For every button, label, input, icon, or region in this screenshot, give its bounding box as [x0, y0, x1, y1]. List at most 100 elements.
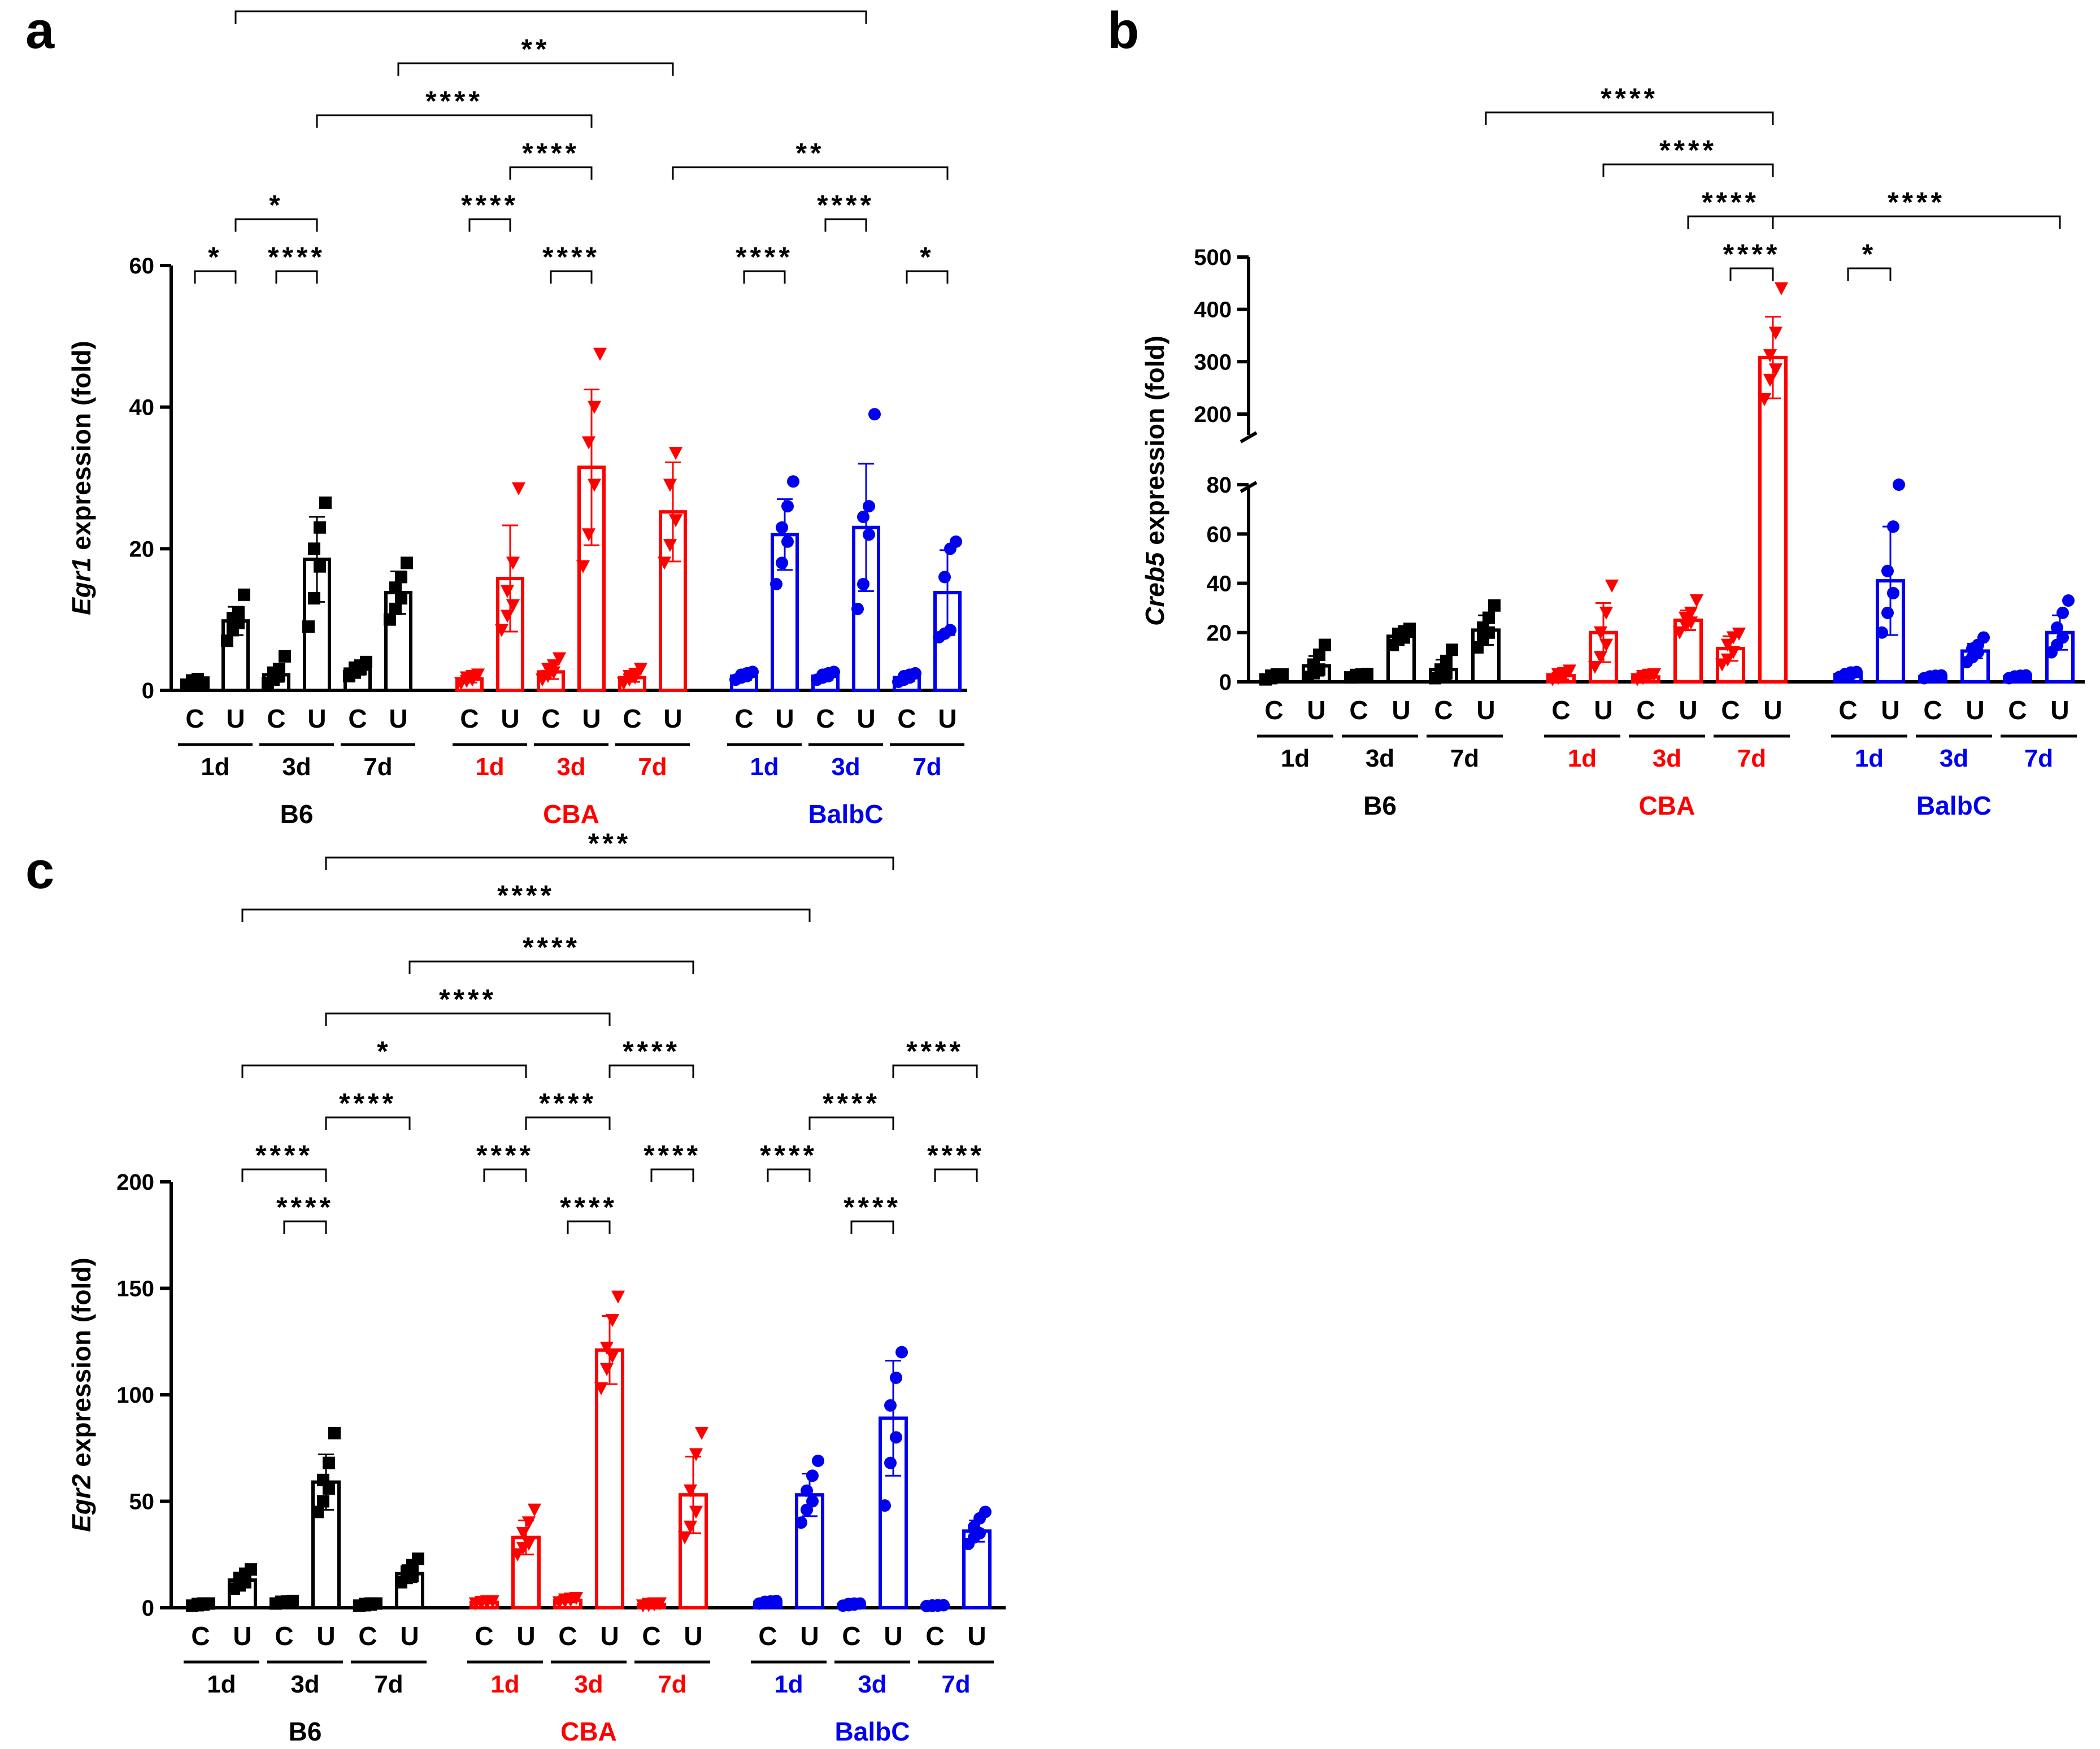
data-point [1403, 623, 1416, 636]
data-point [781, 535, 794, 548]
bracket-line [892, 1064, 978, 1078]
bar-group [576, 347, 607, 692]
data-point [795, 1516, 807, 1529]
strain-label: CBA [1639, 791, 1695, 820]
condition-label: U [226, 704, 245, 733]
bracket-line [483, 1168, 527, 1182]
data-point [801, 1484, 813, 1497]
data-point [1763, 349, 1777, 363]
significance-label: **** [339, 1087, 397, 1119]
bracket-line [283, 1220, 327, 1234]
bar-group [616, 663, 648, 692]
bracket-line [1847, 267, 1892, 281]
data-point [1935, 669, 1947, 682]
data-point [599, 1342, 614, 1355]
significance-bracket: **** [241, 880, 811, 922]
condition-label: U [1679, 695, 1697, 725]
timepoint-label: 7d [1450, 745, 1479, 772]
timepoint-label: 7d [374, 1670, 403, 1698]
strain-label: BalbC [808, 799, 884, 829]
data-point [1768, 363, 1783, 377]
data-point [221, 634, 233, 647]
y-axis-label: Egr2 expression (fold) [67, 1258, 96, 1532]
y-axis-label-gene: Egr1 [67, 558, 96, 615]
condition-label: U [2050, 695, 2069, 725]
data-point [319, 496, 332, 509]
data-point [594, 1382, 608, 1395]
data-point [593, 347, 607, 361]
data-point [308, 542, 320, 555]
condition-label: C [623, 704, 641, 733]
panel-b: b 0 20 40 60 80 200 300 400 500 Creb5 expression (… [1107, 2, 2085, 820]
y-tick-label: 80 [1207, 473, 1232, 498]
significance-label: **** [644, 1139, 701, 1171]
significance-label: * [208, 241, 222, 273]
bar-group [1588, 579, 1619, 684]
bar-group [1672, 594, 1704, 684]
significance-label: **** [844, 1191, 901, 1223]
bar-group [269, 1594, 299, 1610]
significance-label: **** [623, 1036, 680, 1067]
timepoint-label: 3d [858, 1670, 886, 1698]
data-point [587, 401, 602, 414]
axis-break-mark [1240, 481, 1258, 493]
bar-group [353, 1597, 382, 1612]
condition-label: C [2008, 695, 2027, 725]
data-point [599, 1363, 614, 1376]
bar-group [494, 482, 526, 692]
significance-bracket: **** [927, 1139, 981, 1182]
data-point [581, 436, 596, 450]
bar-group [1757, 282, 1789, 684]
bar-group [228, 1563, 257, 1609]
significance-bracket: **** [1485, 82, 1774, 125]
data-point [770, 578, 782, 590]
significance-bracket: * [1847, 238, 1892, 281]
bracket-line [1729, 267, 1774, 281]
significance-label: **** [760, 1139, 818, 1171]
data-point [890, 1431, 902, 1444]
bar [962, 1529, 992, 1610]
data-point [314, 560, 326, 573]
strain-label: B6 [280, 799, 314, 829]
y-tick-label: 200 [116, 1170, 154, 1195]
data-point [1893, 478, 1905, 491]
significance-label: **** [439, 984, 497, 1015]
bar-group [262, 650, 291, 692]
data-point [506, 556, 520, 570]
significance-label: **** [461, 189, 519, 221]
condition-label: U [516, 1621, 535, 1651]
bracket-line [397, 62, 674, 76]
condition-label: C [358, 1621, 377, 1651]
condition-label: C [1349, 695, 1368, 725]
axis-break-mark [1240, 431, 1258, 443]
bar-group [879, 1346, 908, 1609]
condition-label: C [1721, 695, 1740, 725]
condition-label: C [475, 1621, 493, 1651]
bar-group [1471, 599, 1501, 684]
condition-label: C [558, 1621, 577, 1651]
data-point [1720, 653, 1735, 667]
significance-label: **** [906, 1036, 964, 1067]
y-tick-label: 60 [129, 254, 155, 279]
condition-label: C [1838, 695, 1857, 725]
significance-label: **** [539, 1087, 597, 1119]
data-point [1361, 668, 1373, 681]
bar-group [454, 668, 485, 692]
data-point [1720, 638, 1735, 652]
data-point [485, 1595, 500, 1608]
bracket-line [241, 908, 811, 922]
condition-label: C [1551, 695, 1570, 725]
significance-label: **** [425, 85, 483, 117]
condition-label: U [684, 1621, 702, 1651]
data-point [2056, 606, 2069, 619]
y-axis-label-gene: Egr2 [67, 1474, 96, 1532]
data-point [668, 514, 683, 528]
condition-label: C [275, 1621, 293, 1651]
significance-bracket: **** [461, 189, 519, 232]
timepoint-label: 7d [912, 753, 941, 781]
y-tick-label: 20 [129, 537, 155, 562]
bar-group [2045, 594, 2075, 684]
bar-group [384, 556, 413, 693]
significance-bracket: **** [844, 1191, 901, 1234]
